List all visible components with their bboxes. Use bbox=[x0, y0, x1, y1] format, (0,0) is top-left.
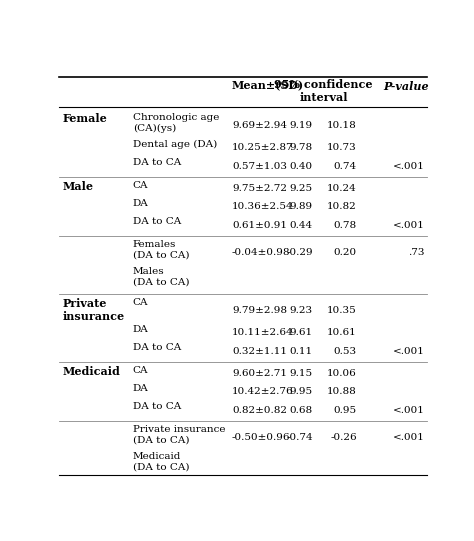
Text: 9.79±2.98: 9.79±2.98 bbox=[232, 306, 287, 315]
Text: 0.68: 0.68 bbox=[290, 406, 313, 414]
Text: Chronologic age
(CA)(ys): Chronologic age (CA)(ys) bbox=[133, 114, 219, 133]
Text: 9.89: 9.89 bbox=[290, 202, 313, 212]
Text: Mean±(SD): Mean±(SD) bbox=[232, 81, 304, 92]
Text: 10.73: 10.73 bbox=[327, 143, 357, 153]
Text: DA to CA: DA to CA bbox=[133, 343, 181, 352]
Text: 10.24: 10.24 bbox=[327, 184, 357, 193]
Text: 9.60±2.71: 9.60±2.71 bbox=[232, 370, 287, 378]
Text: 9.69±2.94: 9.69±2.94 bbox=[232, 121, 287, 130]
Text: .73: .73 bbox=[408, 248, 425, 257]
Text: <.001: <.001 bbox=[393, 346, 425, 355]
Text: 0.74: 0.74 bbox=[334, 162, 357, 170]
Text: DA: DA bbox=[133, 325, 148, 334]
Text: DA to CA: DA to CA bbox=[133, 402, 181, 411]
Text: Male: Male bbox=[63, 181, 94, 192]
Text: <.001: <.001 bbox=[393, 221, 425, 229]
Text: 10.82: 10.82 bbox=[327, 202, 357, 212]
Text: -0.50±0.96: -0.50±0.96 bbox=[232, 433, 291, 441]
Text: 10.06: 10.06 bbox=[327, 370, 357, 378]
Text: 10.11±2.64: 10.11±2.64 bbox=[232, 328, 293, 338]
Text: 0.32±1.11: 0.32±1.11 bbox=[232, 346, 287, 355]
Text: 10.36±2.54: 10.36±2.54 bbox=[232, 202, 293, 212]
Text: DA: DA bbox=[133, 199, 148, 208]
Text: 9.23: 9.23 bbox=[290, 306, 313, 315]
Text: 9.95: 9.95 bbox=[290, 387, 313, 397]
Text: Female: Female bbox=[63, 114, 108, 124]
Text: Males
(DA to CA): Males (DA to CA) bbox=[133, 267, 189, 286]
Text: CA: CA bbox=[133, 181, 148, 190]
Text: P-value: P-value bbox=[383, 81, 429, 92]
Text: 9.75±2.72: 9.75±2.72 bbox=[232, 184, 287, 193]
Text: 95% confidence
interval: 95% confidence interval bbox=[274, 80, 373, 103]
Text: Dental age (DA): Dental age (DA) bbox=[133, 140, 217, 149]
Text: 9.61: 9.61 bbox=[290, 328, 313, 338]
Text: 10.88: 10.88 bbox=[327, 387, 357, 397]
Text: -0.74: -0.74 bbox=[286, 433, 313, 441]
Text: 10.25±2.87: 10.25±2.87 bbox=[232, 143, 293, 153]
Text: 10.35: 10.35 bbox=[327, 306, 357, 315]
Text: 0.78: 0.78 bbox=[334, 221, 357, 229]
Text: DA: DA bbox=[133, 384, 148, 393]
Text: -0.29: -0.29 bbox=[286, 248, 313, 257]
Text: 0.57±1.03: 0.57±1.03 bbox=[232, 162, 287, 170]
Text: 10.18: 10.18 bbox=[327, 121, 357, 130]
Text: 10.61: 10.61 bbox=[327, 328, 357, 338]
Text: <.001: <.001 bbox=[393, 433, 425, 441]
Text: CA: CA bbox=[133, 366, 148, 375]
Text: Medicaid: Medicaid bbox=[63, 366, 121, 377]
Text: 9.78: 9.78 bbox=[290, 143, 313, 153]
Text: DA to CA: DA to CA bbox=[133, 217, 181, 226]
Text: Private
insurance: Private insurance bbox=[63, 298, 125, 322]
Text: 0.11: 0.11 bbox=[290, 346, 313, 355]
Text: Private insurance
(DA to CA): Private insurance (DA to CA) bbox=[133, 425, 225, 445]
Text: 9.19: 9.19 bbox=[290, 121, 313, 130]
Text: 0.53: 0.53 bbox=[334, 346, 357, 355]
Text: 10.42±2.76: 10.42±2.76 bbox=[232, 387, 293, 397]
Text: 0.82±0.82: 0.82±0.82 bbox=[232, 406, 287, 414]
Text: 0.20: 0.20 bbox=[334, 248, 357, 257]
Text: -0.26: -0.26 bbox=[330, 433, 357, 441]
Text: CA: CA bbox=[133, 298, 148, 307]
Text: DA to CA: DA to CA bbox=[133, 159, 181, 167]
Text: 0.61±0.91: 0.61±0.91 bbox=[232, 221, 287, 229]
Text: <.001: <.001 bbox=[393, 406, 425, 414]
Text: 9.25: 9.25 bbox=[290, 184, 313, 193]
Text: <.001: <.001 bbox=[393, 162, 425, 170]
Text: Medicaid
(DA to CA): Medicaid (DA to CA) bbox=[133, 452, 189, 471]
Text: -0.04±0.98: -0.04±0.98 bbox=[232, 248, 291, 257]
Text: Females
(DA to CA): Females (DA to CA) bbox=[133, 240, 189, 260]
Text: 9.15: 9.15 bbox=[290, 370, 313, 378]
Text: 0.95: 0.95 bbox=[334, 406, 357, 414]
Text: 0.40: 0.40 bbox=[290, 162, 313, 170]
Text: 0.44: 0.44 bbox=[290, 221, 313, 229]
